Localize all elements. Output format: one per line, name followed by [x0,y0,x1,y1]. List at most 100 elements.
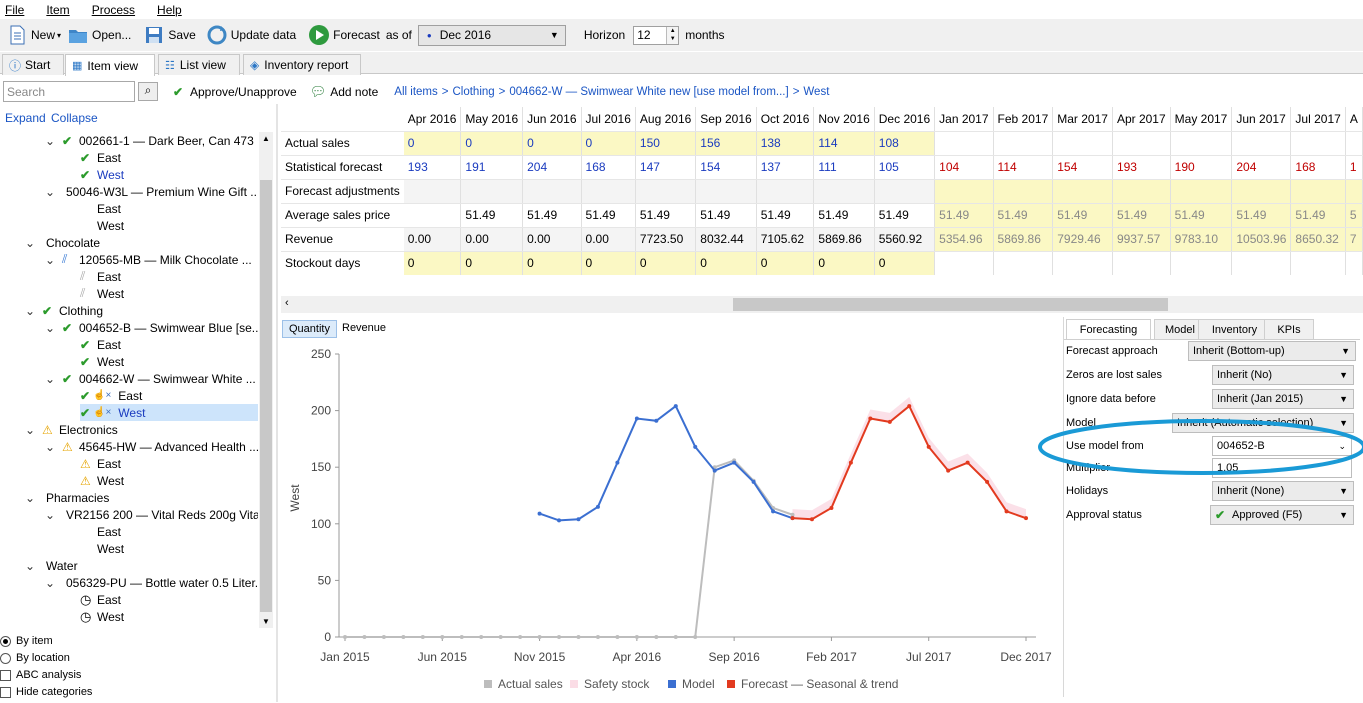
grid-cell[interactable]: 51.49 [635,203,697,228]
grid-cell[interactable]: 168 [581,155,636,180]
tree-row[interactable]: ⌄ Pharmacies [24,489,109,506]
panel-select[interactable]: 004652-B ⌄ [1212,436,1352,456]
grid-cell[interactable] [403,179,462,204]
grid-cell[interactable]: 114 [813,131,875,156]
grid-hscrollbar[interactable]: ‹ [281,296,1363,313]
tree-row[interactable]: West [80,217,124,234]
tree-row[interactable]: ⌄ 056329-PU — Bottle water 0.5 Liter... [44,574,258,591]
hscroll-thumb[interactable] [733,298,1168,311]
search-input[interactable]: Search [3,81,135,102]
tab-list-view[interactable]: ☷ List view [158,54,240,75]
panel-select[interactable]: Inherit (None) ▼ [1212,481,1354,501]
tree-row[interactable]: ◷ West [80,608,124,625]
tree-row[interactable]: ⚠ West [80,472,124,489]
grid-cell[interactable]: 51.49 [1170,203,1233,228]
grid-cell[interactable]: 5869.86 [993,227,1054,252]
grid-cell[interactable]: 191 [460,155,524,180]
grid-cell[interactable] [1052,131,1113,156]
splitter[interactable] [276,104,278,702]
chevron-down-icon[interactable]: ⌄ [24,422,36,437]
grid-cell[interactable]: 0 [635,251,697,275]
grid-cell[interactable] [874,179,936,204]
tree-row[interactable]: ⌄ ✔ Clothing [24,302,103,319]
chevron-down-icon[interactable]: ⌄ [44,507,56,522]
chevron-down-icon[interactable]: ⌄ [44,184,56,199]
grid-cell[interactable]: 51.49 [993,203,1054,228]
breadcrumb-item[interactable]: 004662-W — Swimwear White new [use model… [509,85,789,98]
grid-cell[interactable]: 8650.32 [1290,227,1346,252]
hide-categories-checkbox[interactable]: Hide categories [0,684,92,701]
chevron-down-icon[interactable]: ⌄ [24,235,36,250]
tab-start[interactable]: ⓘ Start [2,54,64,75]
open-button[interactable]: Open... [67,24,131,46]
panel-select[interactable]: Inherit (Bottom-up) ▼ [1188,341,1356,361]
collapse-link[interactable]: Collapse [51,111,98,125]
grid-cell[interactable]: 51.49 [813,203,875,228]
panel-tab-model[interactable]: Model [1154,319,1206,339]
chevron-down-icon[interactable]: ⌄ [44,371,56,386]
grid-cell[interactable]: 137 [756,155,815,180]
grid-cell[interactable]: 0.00 [460,227,524,252]
grid-cell[interactable] [934,179,994,204]
grid-cell[interactable]: 8032.44 [695,227,757,252]
breadcrumb-item[interactable]: West [803,85,830,98]
grid-cell[interactable] [1345,251,1363,275]
scroll-up-icon[interactable]: ▲ [262,134,270,143]
panel-tab-inventory[interactable]: Inventory [1198,319,1271,339]
grid-cell[interactable]: 0.00 [581,227,636,252]
grid-cell[interactable]: 154 [1052,155,1113,180]
grid-cell[interactable] [1112,131,1171,156]
grid-cell[interactable]: 51.49 [695,203,757,228]
grid-cell[interactable]: 0 [874,251,936,275]
tree-row[interactable]: East [80,523,121,540]
grid-cell[interactable]: 111 [813,155,875,180]
grid-cell[interactable]: 0 [522,131,582,156]
grid-cell[interactable]: 51.49 [1112,203,1171,228]
grid-cell[interactable] [993,251,1054,275]
tree-row[interactable]: ✔ West [80,166,124,183]
grid-cell[interactable]: 0 [522,251,582,275]
grid-cell[interactable] [460,179,524,204]
grid-cell[interactable]: 51.49 [874,203,936,228]
breadcrumb-item[interactable]: All items [394,85,438,98]
tab-quantity[interactable]: Quantity [282,320,337,338]
save-button[interactable]: Save [143,24,196,46]
period-select[interactable]: ● Dec 2016 ▼ [417,24,566,46]
tab-inventory-report[interactable]: ◈ Inventory report [243,54,361,75]
tree-row[interactable]: ✔ East [80,336,121,353]
grid-cell[interactable] [993,131,1054,156]
grid-cell[interactable]: 0 [695,251,757,275]
chevron-down-icon[interactable]: ⌄ [44,133,56,148]
grid-cell[interactable]: 5869.86 [813,227,875,252]
tree-row[interactable]: ⌄ 50046-W3L — Premium Wine Gift ... [44,183,258,200]
grid-cell[interactable]: 7723.50 [635,227,697,252]
grid-cell[interactable] [581,179,636,204]
tree-row[interactable]: ⌄ ✔ 004662-W — Swimwear White ... [44,370,256,387]
tree-row[interactable]: ⌄ ⚠ Electronics [24,421,118,438]
grid-cell[interactable]: 0 [403,131,462,156]
menu-file[interactable]: File [5,2,25,17]
search-button[interactable]: ⌕ [138,82,158,101]
new-button[interactable]: New ▾ [6,24,61,46]
panel-tab-forecasting[interactable]: Forecasting [1066,319,1151,339]
grid-cell[interactable] [1345,131,1363,156]
tree-row[interactable]: ✔ ☝× West [80,404,258,421]
tab-item-view[interactable]: ▦ Item view [65,54,155,76]
grid-cell[interactable]: 0 [460,251,524,275]
chevron-down-icon[interactable]: ⌄ [44,320,56,335]
grid-cell[interactable]: 7105.62 [756,227,815,252]
grid-cell[interactable] [1112,179,1171,204]
grid-cell[interactable] [1231,131,1292,156]
grid-cell[interactable]: 1 [1345,155,1363,180]
grid-cell[interactable]: 204 [522,155,582,180]
panel-select[interactable]: ✔ Approved (F5) ▼ [1210,505,1354,525]
grid-cell[interactable]: 9783.10 [1170,227,1233,252]
tree-row[interactable]: West [80,540,124,557]
tree-row[interactable]: ⌄ ✔ 002661-1 — Dark Beer, Can 473 ... [44,132,258,149]
grid-cell[interactable]: 51.49 [522,203,582,228]
tree-row[interactable]: ⫽ East [80,268,121,285]
horizon-stepper[interactable]: 12 ▲ ▼ [633,25,680,45]
breadcrumb-item[interactable]: Clothing [452,85,495,98]
tab-revenue[interactable]: Revenue [342,322,387,334]
grid-cell[interactable]: 51.49 [1231,203,1292,228]
